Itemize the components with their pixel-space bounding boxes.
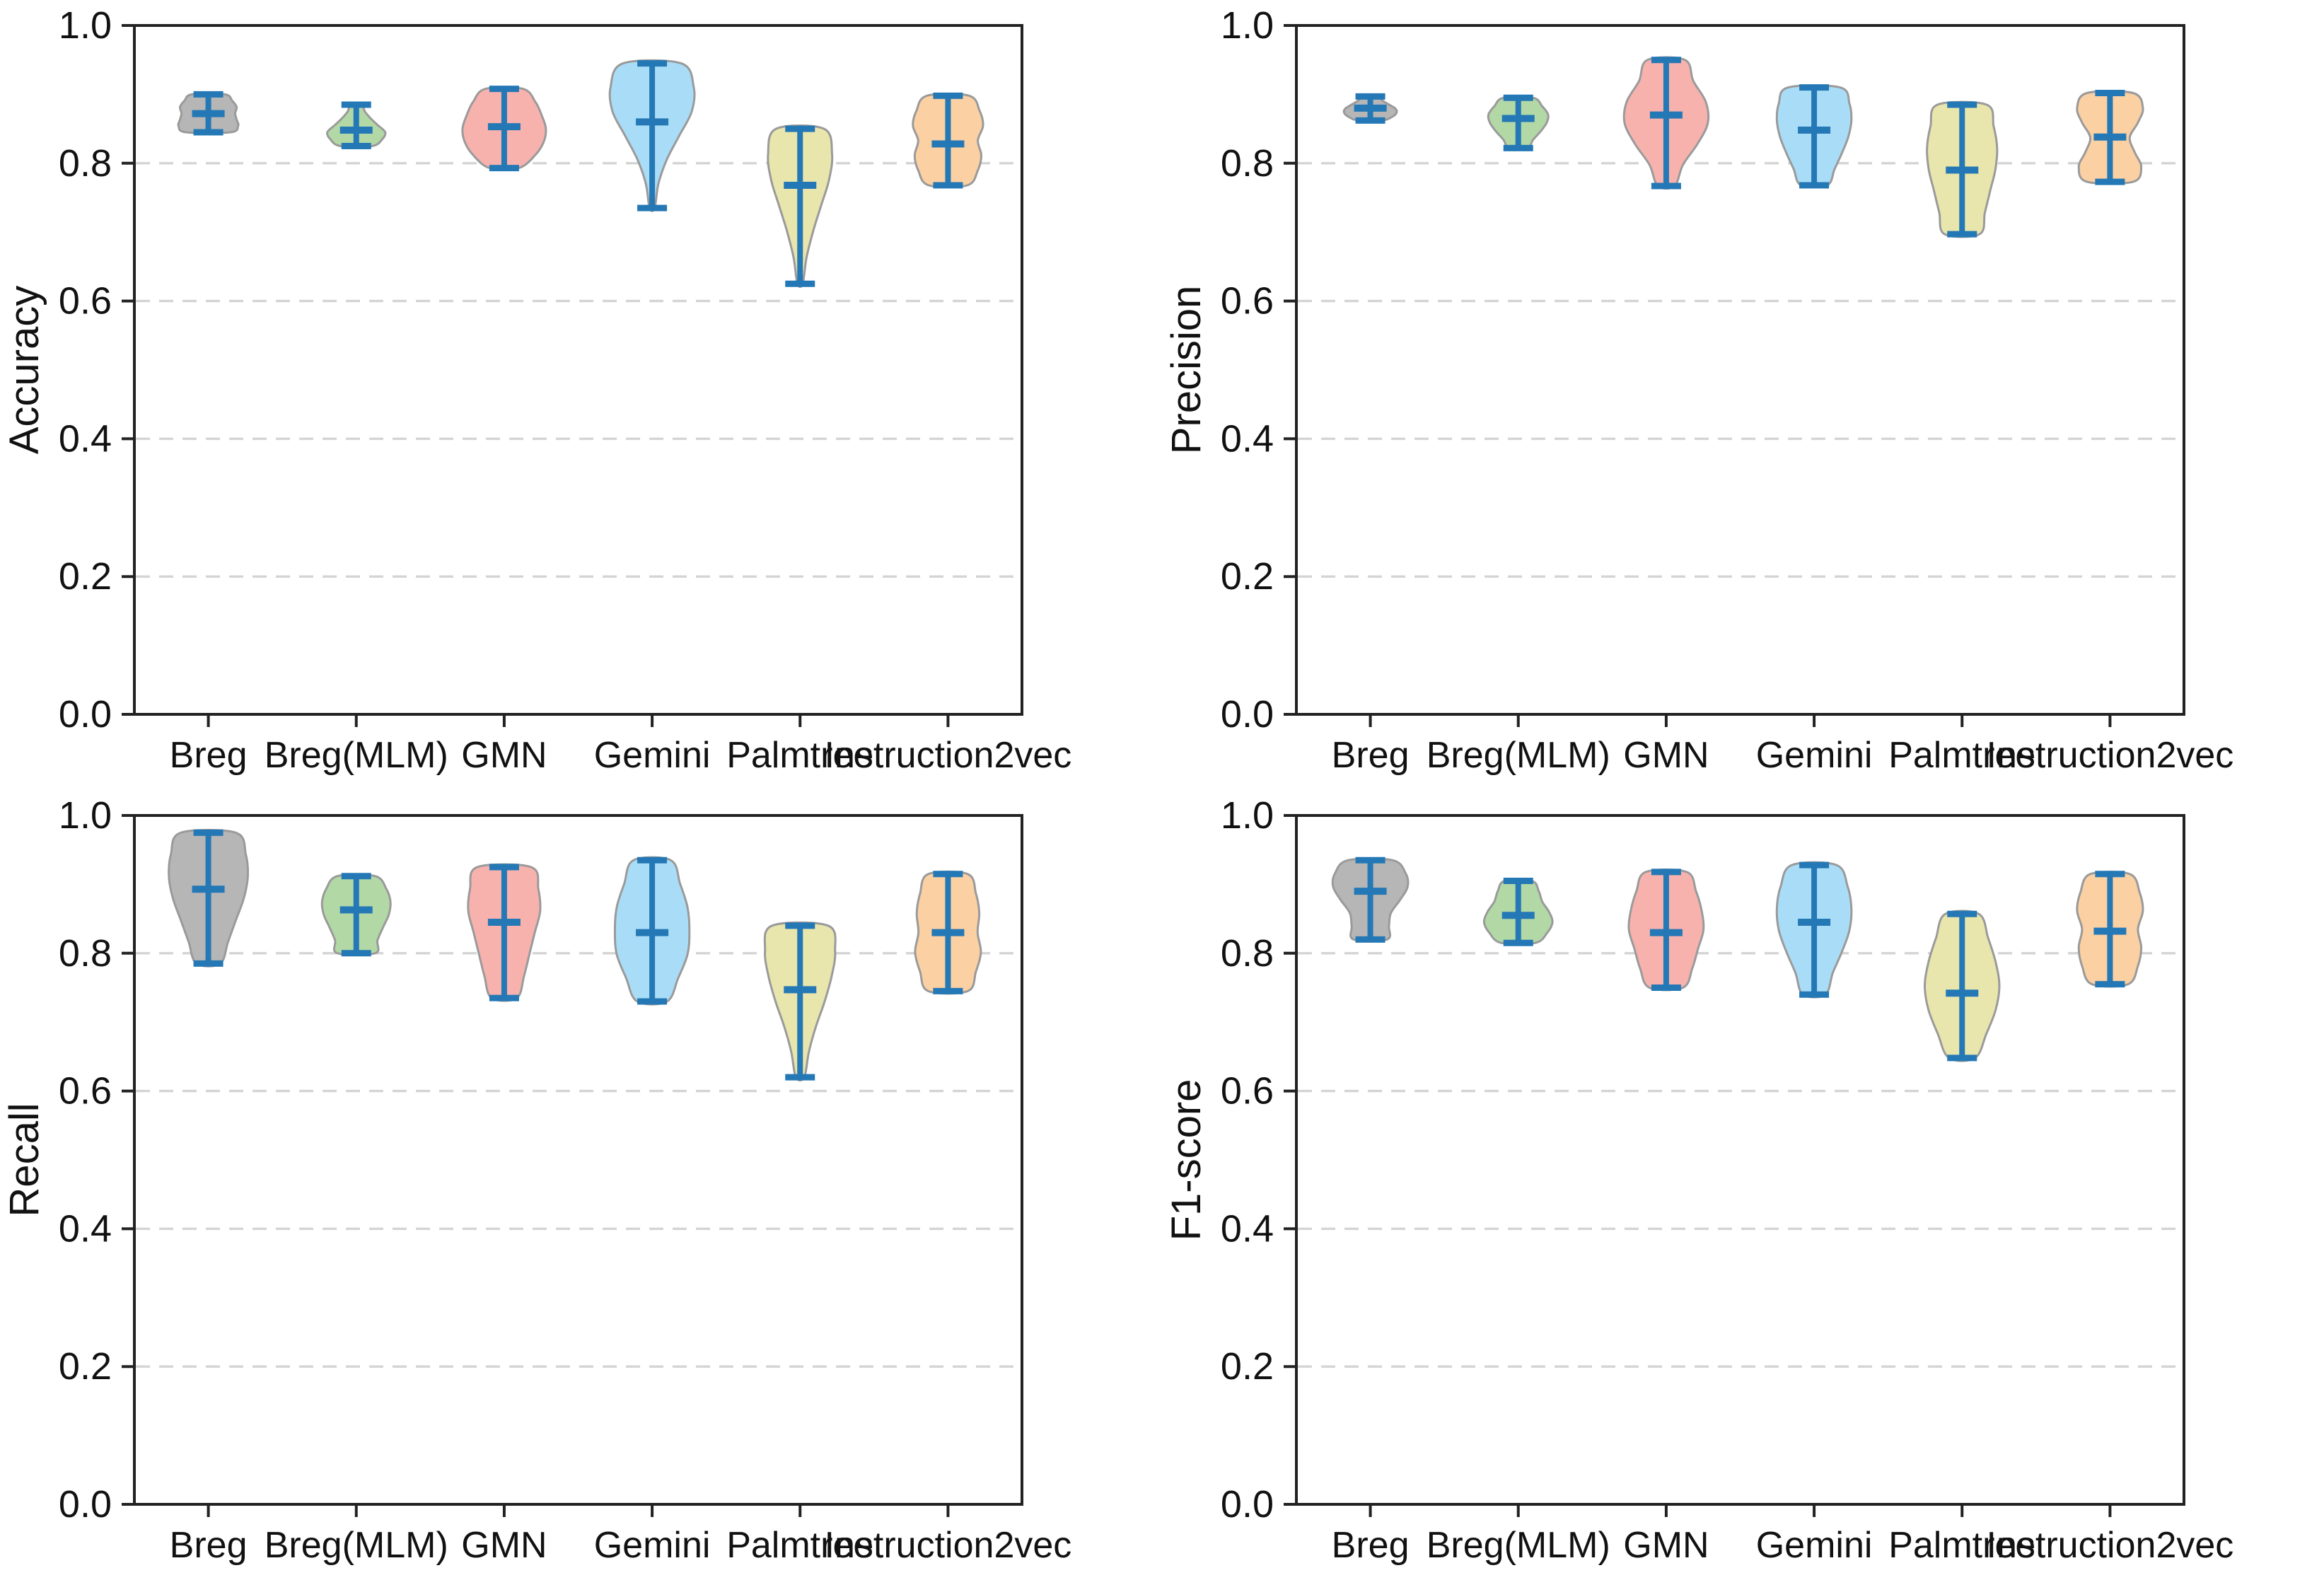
violin-group-palmtree [767, 124, 834, 289]
plot-frame [1295, 24, 2185, 716]
violin-group-palmtree [763, 921, 837, 1082]
violin-group-gmn [467, 863, 542, 1002]
y-tick-label-0.4: 0.4 [59, 1207, 112, 1250]
violin-group-palmtree [1926, 100, 1999, 238]
x-category-label-gmn: GMN [1623, 1525, 1709, 1566]
violin-group-gmn [461, 86, 547, 172]
y-tick-label-1: 1.0 [1221, 4, 1274, 47]
x-category-label-breg: Breg [1332, 735, 1410, 776]
plot-frame [133, 814, 1023, 1506]
recall-plot-area: 0.0 0.2 0.4 0.6 0.8 1.0 Breg Breg(MLM) GMN Gemini… [59, 794, 1071, 1566]
violin-group-breg [1342, 93, 1398, 124]
y-tick-label-0.4: 0.4 [1221, 417, 1274, 460]
violin-group-breg-mlm [1487, 94, 1550, 151]
y-axis-label-f1-score: F1-score [1163, 1079, 1209, 1241]
y-tick-label-0: 0.0 [1221, 693, 1274, 736]
y-tick-label-0.6: 0.6 [59, 280, 112, 323]
y-tick-label-0: 0.0 [1221, 1483, 1274, 1526]
y-axis-label-recall: Recall [1, 1103, 47, 1216]
y-tick-label-0.6: 0.6 [1221, 1070, 1274, 1113]
violin-group-instruction2vec [912, 92, 984, 189]
violin-group-breg [1331, 856, 1410, 943]
precision-plot-area: 0.0 0.2 0.4 0.6 0.8 1.0 Breg Breg(MLM) GMN Gemini… [1221, 4, 2233, 776]
violin-group-breg-mlm [320, 873, 392, 957]
violin-group-instruction2vec [2076, 89, 2144, 185]
y-tick-label-0.6: 0.6 [59, 1070, 112, 1113]
x-category-label-gemini: Gemini [1756, 1525, 1873, 1566]
accuracy-violin-chart: 0.0 0.2 0.4 0.6 0.8 1.0 Breg Breg(MLM) GMN Gemini… [1, 4, 1071, 776]
panel-recall: 0.0 0.2 0.4 0.6 0.8 1.0 Breg Breg(MLM) GMN Gemini… [0, 790, 1162, 1580]
y-tick-label-0.8: 0.8 [59, 932, 112, 975]
y-tick-label-0.4: 0.4 [59, 417, 112, 460]
x-category-label-instruction2vec: Instruction2vec [1987, 1525, 2234, 1566]
f1-score-plot-area: 0.0 0.2 0.4 0.6 0.8 1.0 Breg Breg(MLM) GMN Gemini… [1221, 794, 2233, 1566]
x-category-label-gemini: Gemini [594, 735, 711, 776]
y-axis-label-precision: Precision [1163, 286, 1209, 455]
x-category-label-gmn: GMN [461, 735, 547, 776]
recall-violin-chart: 0.0 0.2 0.4 0.6 0.8 1.0 Breg Breg(MLM) GMN Gemini… [1, 794, 1071, 1566]
x-category-label-gemini: Gemini [1756, 735, 1873, 776]
violin-group-gemini [608, 59, 696, 212]
violin-group-gemini [1775, 861, 1853, 999]
violin-group-gmn [1622, 56, 1710, 190]
x-category-label-breg-mlm: Breg(MLM) [265, 735, 448, 776]
plot-frame [1295, 814, 2185, 1506]
x-category-label-gemini: Gemini [594, 1525, 711, 1566]
violin-group-instruction2vec [914, 870, 982, 995]
violin-group-gemini [613, 856, 691, 1006]
x-category-label-gmn: GMN [461, 1525, 547, 1566]
violin-group-breg-mlm [326, 101, 387, 149]
violin-group-breg [177, 91, 240, 136]
panel-accuracy: 0.0 0.2 0.4 0.6 0.8 1.0 Breg Breg(MLM) GMN Gemini… [0, 0, 1162, 790]
x-category-label-instruction2vec: Instruction2vec [825, 735, 1072, 776]
y-tick-label-1: 1.0 [1221, 794, 1274, 837]
x-category-label-instruction2vec: Instruction2vec [1987, 735, 2234, 776]
violin-group-palmtree [1924, 910, 2001, 1062]
f1-score-violin-chart: 0.0 0.2 0.4 0.6 0.8 1.0 Breg Breg(MLM) GMN Gemini… [1163, 794, 2233, 1566]
violin-group-gmn [1627, 868, 1705, 992]
x-category-label-breg-mlm: Breg(MLM) [265, 1525, 448, 1566]
panel-f1-score: 0.0 0.2 0.4 0.6 0.8 1.0 Breg Breg(MLM) GMN Gemini… [1162, 790, 2324, 1580]
y-tick-label-0.6: 0.6 [1221, 280, 1274, 323]
x-category-label-palmtree: Palmtree [726, 735, 873, 776]
violin-group-gemini [1775, 84, 1853, 189]
x-category-label-breg: Breg [170, 1525, 248, 1566]
violin-group-breg-mlm [1482, 878, 1554, 946]
y-tick-label-0.8: 0.8 [1221, 142, 1274, 185]
y-tick-label-0.2: 0.2 [59, 555, 112, 598]
y-tick-label-0.2: 0.2 [59, 1345, 112, 1388]
violin-group-instruction2vec [2076, 871, 2144, 988]
x-category-label-instruction2vec: Instruction2vec [825, 1525, 1072, 1566]
x-category-label-breg: Breg [170, 735, 248, 776]
panel-precision: 0.0 0.2 0.4 0.6 0.8 1.0 Breg Breg(MLM) GMN Gemini… [1162, 0, 2324, 790]
x-category-label-breg-mlm: Breg(MLM) [1427, 1525, 1610, 1566]
x-category-label-palmtree: Palmtree [726, 1525, 873, 1566]
plot-frame [133, 24, 1023, 716]
y-tick-label-0: 0.0 [59, 1483, 112, 1526]
y-tick-label-0.4: 0.4 [1221, 1207, 1274, 1250]
x-category-label-gmn: GMN [1623, 735, 1709, 776]
y-axis-label-accuracy: Accuracy [1, 286, 47, 455]
y-tick-label-0.8: 0.8 [1221, 932, 1274, 975]
y-tick-label-1: 1.0 [59, 794, 112, 837]
precision-violin-chart: 0.0 0.2 0.4 0.6 0.8 1.0 Breg Breg(MLM) GMN Gemini… [1163, 4, 2233, 776]
x-category-label-breg: Breg [1332, 1525, 1410, 1566]
y-tick-label-0.8: 0.8 [59, 142, 112, 185]
x-category-label-breg-mlm: Breg(MLM) [1427, 735, 1610, 776]
x-category-label-palmtree: Palmtree [1888, 735, 2035, 776]
x-category-label-palmtree: Palmtree [1888, 1525, 2035, 1566]
y-tick-label-0.2: 0.2 [1221, 1345, 1274, 1388]
y-tick-label-0: 0.0 [59, 693, 112, 736]
y-tick-label-0.2: 0.2 [1221, 555, 1274, 598]
accuracy-plot-area: 0.0 0.2 0.4 0.6 0.8 1.0 Breg Breg(MLM) GMN Gemini… [59, 4, 1071, 776]
violin-group-breg [168, 829, 250, 968]
y-tick-label-1: 1.0 [59, 4, 112, 47]
